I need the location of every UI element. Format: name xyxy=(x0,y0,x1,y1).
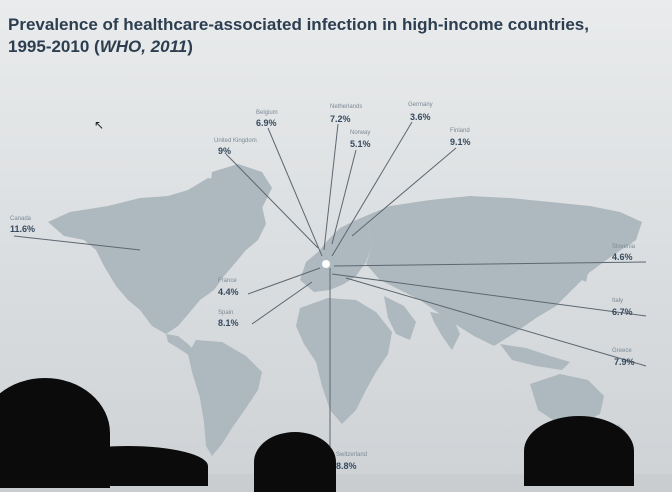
leader-line-france xyxy=(247,267,321,295)
world-landmass xyxy=(48,164,642,456)
label-italy-name: Italy xyxy=(612,298,624,304)
europe-hub-marker xyxy=(322,260,330,268)
label-switzerland-value: 8.8% xyxy=(336,461,357,471)
slide-title: Prevalence of healthcare-associated infe… xyxy=(8,14,668,58)
label-greece-value: 7.9% xyxy=(614,357,635,367)
audience-shoulder-left xyxy=(48,446,208,486)
label-finland-name: Finland xyxy=(450,128,470,134)
label-netherlands-name: Netherlands xyxy=(330,104,363,110)
southeast-asia-shape xyxy=(500,344,570,370)
title-line-1: Prevalence of healthcare-associated infe… xyxy=(8,15,589,34)
label-germany-value: 3.6% xyxy=(410,112,431,122)
label-france-value: 4.4% xyxy=(218,287,239,297)
leader-lines xyxy=(13,121,647,458)
label-switzerland-name: Switzerland xyxy=(336,452,368,458)
greenland-shape xyxy=(210,164,272,226)
label-italy-value: 6.7% xyxy=(612,307,633,317)
leader-line-italy xyxy=(331,273,647,317)
audience-head-center xyxy=(254,432,336,492)
label-netherlands-value: 7.2% xyxy=(330,114,351,124)
leader-line-spain xyxy=(251,281,313,325)
world-map xyxy=(13,121,647,458)
japan-shape xyxy=(578,258,590,282)
label-finland-value: 9.1% xyxy=(450,137,471,147)
label-united-kingdom-name: United Kingdom xyxy=(214,138,257,144)
europe-shape xyxy=(300,220,372,292)
north-america-shape xyxy=(48,178,266,334)
central-america-shape xyxy=(166,334,196,356)
audience-head-right xyxy=(524,416,634,486)
leader-line-united-kingdom xyxy=(225,153,319,249)
australia-shape xyxy=(530,374,604,424)
label-france-name: France xyxy=(218,278,237,284)
title-line-2: 1995-2010 (WHO, 2011) xyxy=(8,36,668,58)
south-asia-shape xyxy=(384,296,460,350)
title-years: 1995-2010 ( xyxy=(8,37,100,56)
label-greece-name: Greece xyxy=(612,348,632,354)
label-germany-name: Germany xyxy=(408,102,433,108)
leader-line-netherlands xyxy=(323,123,339,251)
label-belgium-name: Belgium xyxy=(256,110,278,116)
label-canada-name: Canada xyxy=(10,216,32,222)
label-slovenia-value: 4.6% xyxy=(612,252,633,262)
presentation-slide: Prevalence of healthcare-associated infe… xyxy=(0,0,672,474)
label-norway-value: 5.1% xyxy=(350,139,371,149)
label-spain-value: 8.1% xyxy=(218,318,239,328)
label-belgium-value: 6.9% xyxy=(256,118,277,128)
leader-line-greece xyxy=(345,277,647,367)
label-slovenia-name: Slovenia xyxy=(612,244,636,250)
leader-line-norway xyxy=(331,149,357,245)
title-close-paren: ) xyxy=(187,37,193,56)
leader-line-slovenia xyxy=(333,261,647,267)
south-america-shape xyxy=(188,340,262,456)
leader-line-belgium xyxy=(267,127,323,257)
leader-line-finland xyxy=(351,147,457,237)
mouse-cursor-icon: ↖ xyxy=(94,118,105,132)
label-canada-value: 11.6% xyxy=(10,224,36,234)
leader-line-germany xyxy=(331,121,413,257)
label-spain-name: Spain xyxy=(218,310,234,316)
africa-shape xyxy=(296,298,392,424)
label-norway-name: Norway xyxy=(350,130,371,136)
label-united-kingdom-value: 9% xyxy=(218,146,232,156)
title-source: WHO, 2011 xyxy=(99,37,188,56)
leader-line-canada xyxy=(13,235,141,251)
asia-shape xyxy=(356,196,642,346)
